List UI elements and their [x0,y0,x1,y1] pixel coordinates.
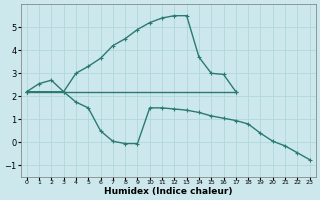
X-axis label: Humidex (Indice chaleur): Humidex (Indice chaleur) [104,187,232,196]
